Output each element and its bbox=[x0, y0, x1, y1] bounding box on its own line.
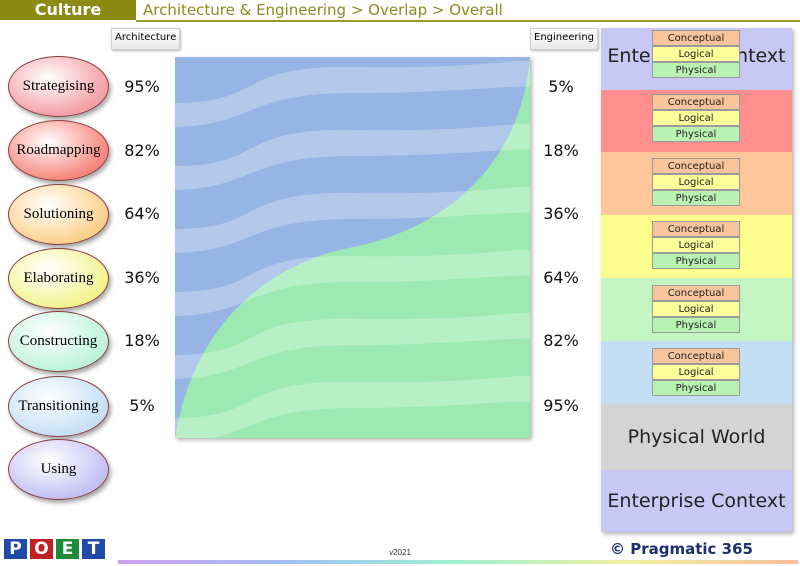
engineering-pct-solutioning: 36% bbox=[543, 204, 579, 223]
overlap-stripe bbox=[175, 312, 530, 379]
phase-label: Elaborating bbox=[23, 270, 94, 286]
phase-label: Transitioning bbox=[18, 398, 99, 414]
phase-oval-using[interactable]: Using bbox=[8, 439, 109, 500]
overlap-stripe bbox=[175, 186, 530, 253]
overlap-stripe bbox=[175, 249, 530, 316]
breadcrumb[interactable]: Architecture & Engineering > Overlap > O… bbox=[143, 1, 503, 19]
architecture-area bbox=[175, 57, 530, 438]
phase-oval-elaborating[interactable]: Elaborating bbox=[8, 248, 109, 309]
level-stack-6: Conceptual Logical Physical bbox=[652, 348, 740, 396]
enterprise-context-bottom-label: Enterprise Context bbox=[607, 490, 786, 512]
level-physical: Physical bbox=[652, 380, 740, 396]
phase-label: Strategising bbox=[22, 78, 95, 94]
level-conceptual: Conceptual bbox=[652, 221, 740, 237]
footer-gradient-line bbox=[118, 560, 798, 564]
level-logical: Logical bbox=[652, 46, 740, 62]
architecture-pct-elaborating: 36% bbox=[124, 268, 160, 287]
logo-letter: E bbox=[56, 539, 79, 559]
physical-world-label: Physical World bbox=[627, 426, 766, 448]
poet-logo[interactable]: P O E T bbox=[4, 539, 108, 559]
phase-oval-transitioning[interactable]: Transitioning bbox=[8, 376, 109, 437]
level-conceptual: Conceptual bbox=[652, 30, 740, 46]
phase-oval-constructing[interactable]: Constructing bbox=[8, 311, 109, 372]
level-logical: Logical bbox=[652, 174, 740, 190]
level-physical: Physical bbox=[652, 190, 740, 206]
level-conceptual: Conceptual bbox=[652, 348, 740, 364]
logo-letter: T bbox=[82, 539, 105, 559]
phase-label: Constructing bbox=[19, 333, 98, 349]
architecture-pct-strategising: 95% bbox=[124, 77, 160, 96]
level-stack-1: Conceptual Logical Physical bbox=[652, 30, 740, 78]
level-stack-3: Conceptual Logical Physical bbox=[652, 158, 740, 206]
phase-oval-strategising[interactable]: Strategising bbox=[8, 56, 109, 117]
phase-label: Using bbox=[40, 461, 77, 477]
level-physical: Physical bbox=[652, 317, 740, 333]
section-title: Culture bbox=[0, 0, 136, 20]
level-stack-4: Conceptual Logical Physical bbox=[652, 221, 740, 269]
architecture-pct-roadmapping: 82% bbox=[124, 141, 160, 160]
overlap-stripes bbox=[175, 60, 530, 438]
phase-oval-roadmapping[interactable]: Roadmapping bbox=[8, 120, 109, 181]
phase-label: Solutioning bbox=[23, 206, 94, 222]
level-logical: Logical bbox=[652, 110, 740, 126]
logo-letter: P bbox=[4, 539, 27, 559]
level-stack-5: Conceptual Logical Physical bbox=[652, 285, 740, 333]
context-panel: Enterprise Context Physical World Enterp… bbox=[601, 28, 792, 532]
architecture-pct-transitioning: 5% bbox=[129, 396, 155, 415]
level-stack-2: Conceptual Logical Physical bbox=[652, 94, 740, 142]
engineering-pct-roadmapping: 18% bbox=[543, 141, 579, 160]
level-physical: Physical bbox=[652, 253, 740, 269]
overlap-stripe bbox=[175, 123, 530, 190]
brand-logo[interactable]: © Pragmatic 365 bbox=[610, 540, 753, 558]
level-logical: Logical bbox=[652, 237, 740, 253]
engineering-column-label: Engineering bbox=[530, 28, 598, 50]
phase-label: Roadmapping bbox=[16, 142, 101, 158]
level-conceptual: Conceptual bbox=[652, 285, 740, 301]
context-band-6 bbox=[601, 404, 792, 470]
architecture-column-label: Architecture bbox=[111, 28, 181, 50]
level-logical: Logical bbox=[652, 364, 740, 380]
engineering-pct-transitioning: 95% bbox=[543, 396, 579, 415]
architecture-pct-constructing: 18% bbox=[124, 331, 160, 350]
version-label: v2021 bbox=[389, 548, 411, 557]
level-logical: Logical bbox=[652, 301, 740, 317]
phase-oval-solutioning[interactable]: Solutioning bbox=[8, 184, 109, 245]
overlap-stripe bbox=[175, 60, 530, 128]
engineering-pct-elaborating: 64% bbox=[543, 268, 579, 287]
logo-letter: O bbox=[30, 539, 53, 559]
level-physical: Physical bbox=[652, 62, 740, 78]
level-conceptual: Conceptual bbox=[652, 94, 740, 110]
engineering-pct-constructing: 82% bbox=[543, 331, 579, 350]
header-bar bbox=[136, 0, 800, 22]
overlap-stripe bbox=[175, 375, 530, 438]
level-conceptual: Conceptual bbox=[652, 158, 740, 174]
engineering-pct-strategising: 5% bbox=[548, 77, 574, 96]
overlap-diagram bbox=[175, 57, 530, 438]
level-physical: Physical bbox=[652, 126, 740, 142]
architecture-pct-solutioning: 64% bbox=[124, 204, 160, 223]
